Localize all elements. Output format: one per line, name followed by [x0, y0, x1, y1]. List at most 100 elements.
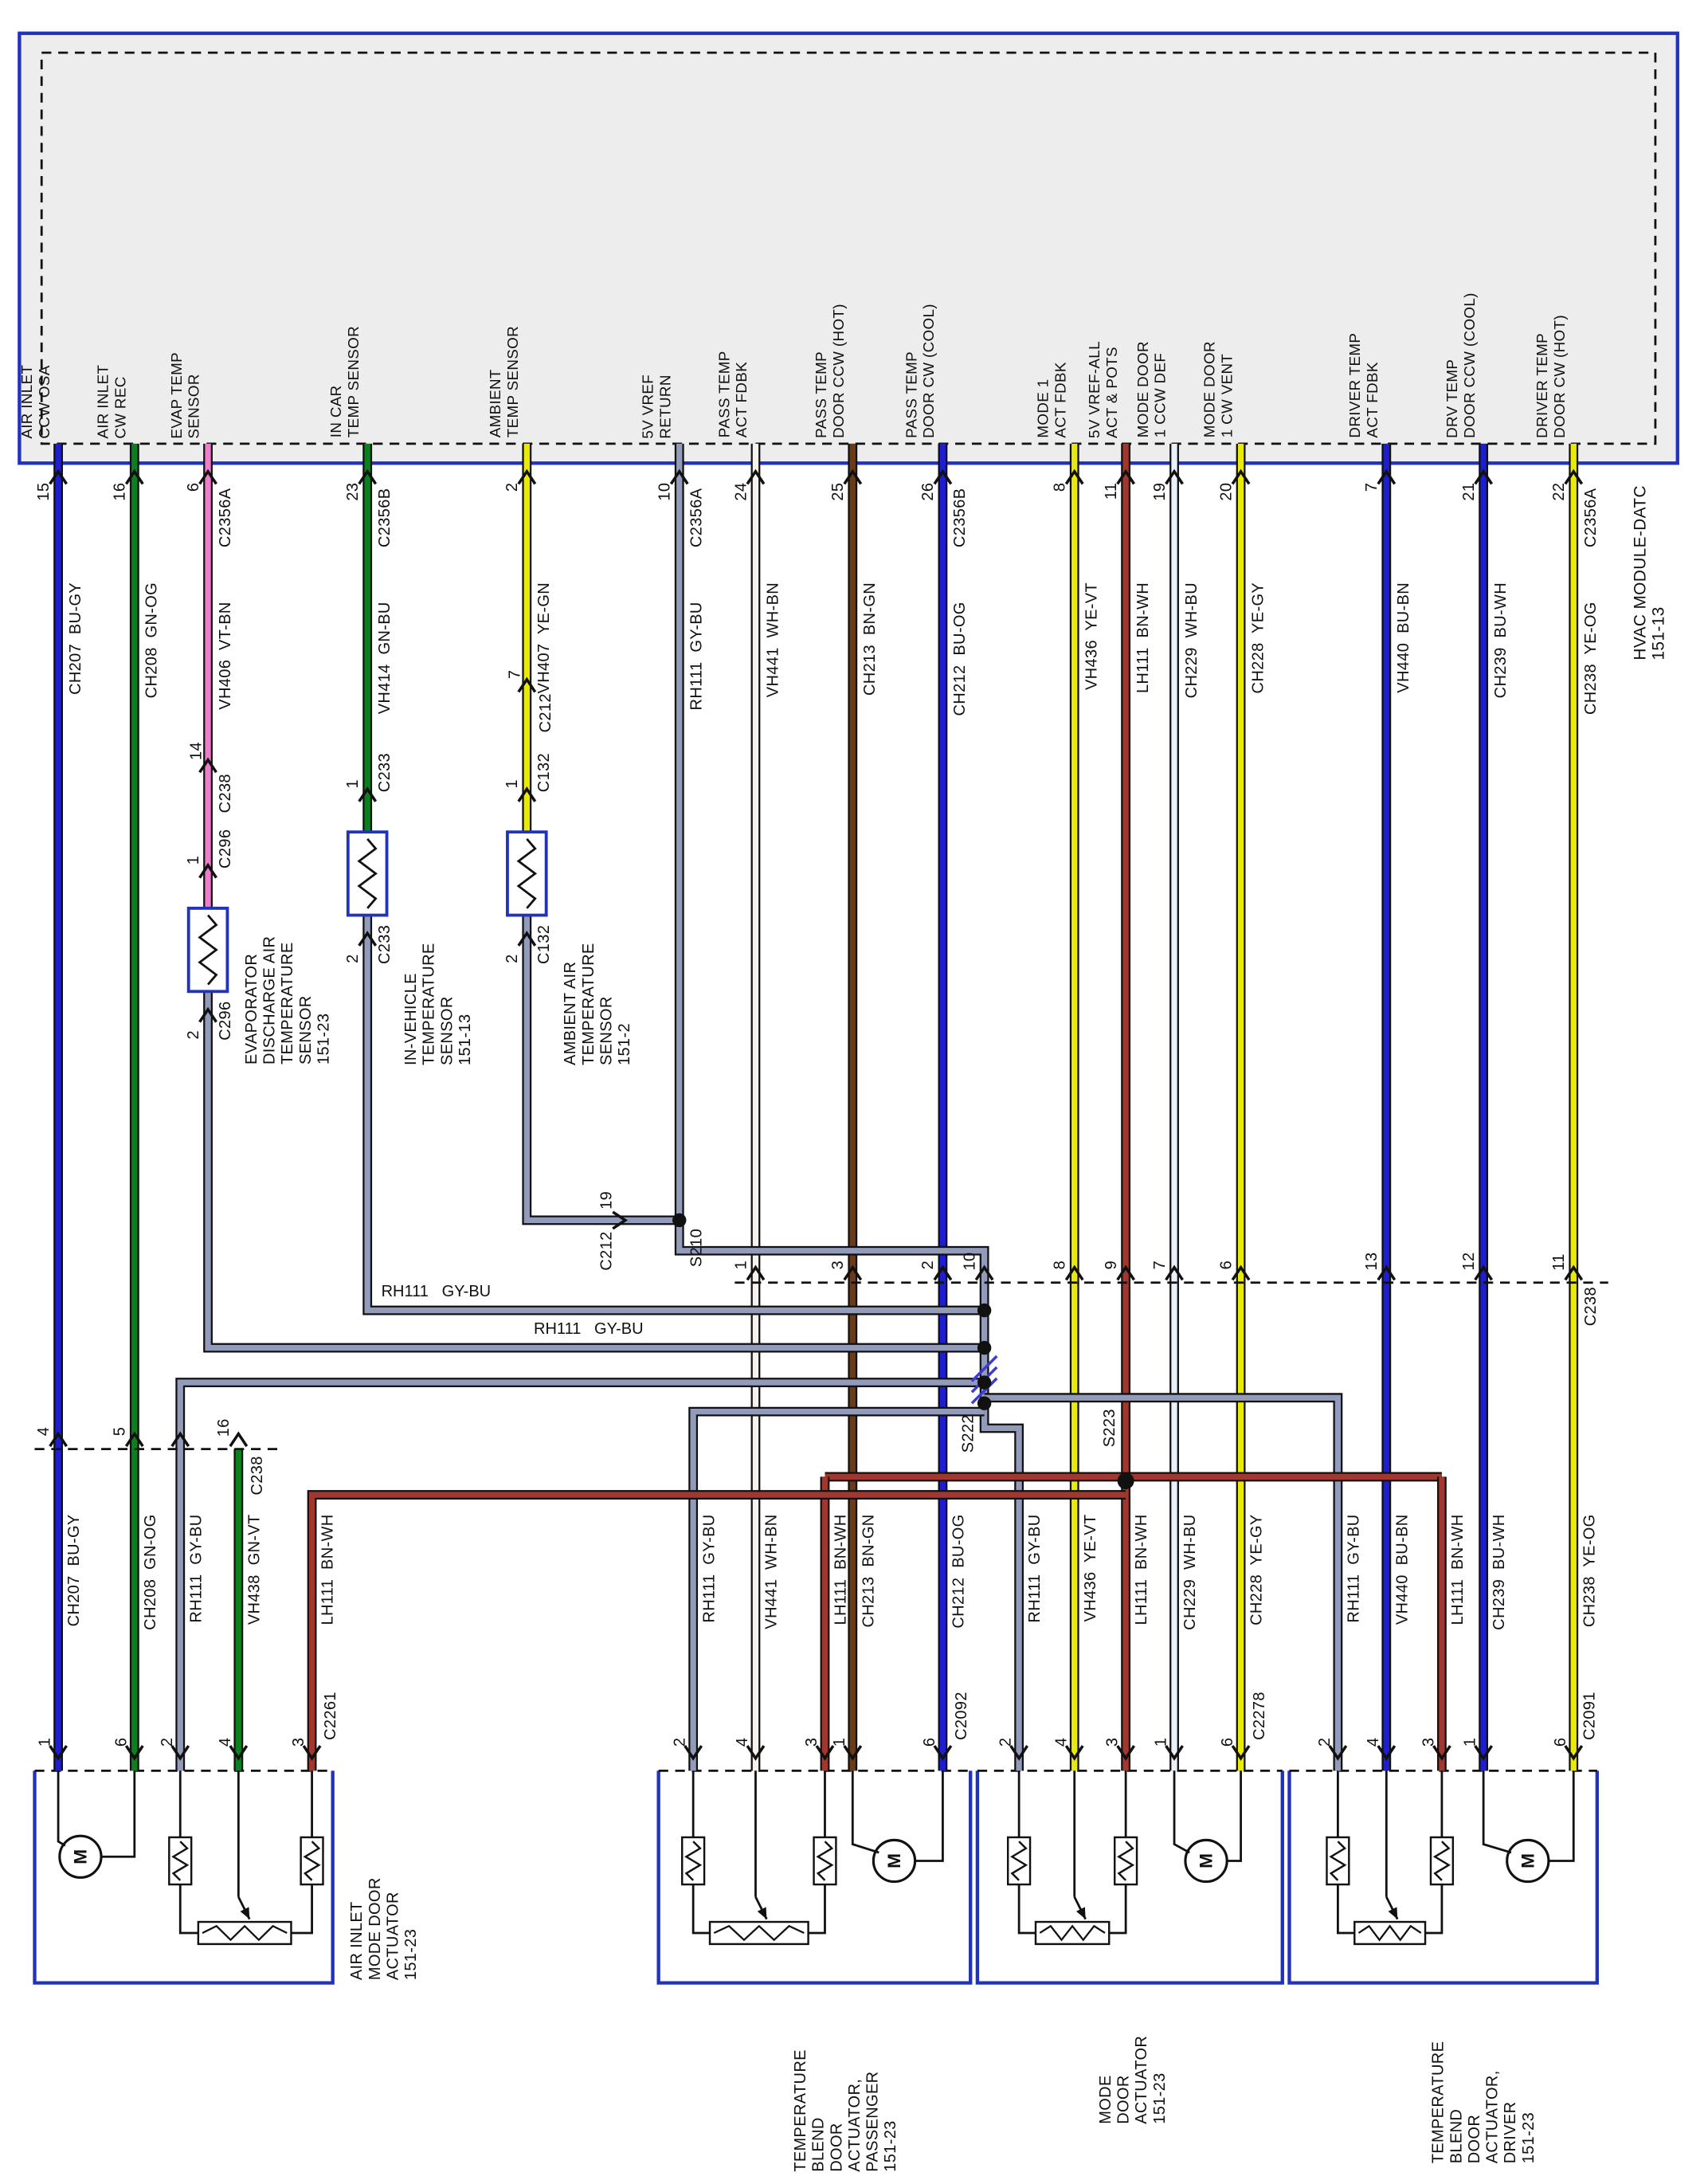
resistor-lead	[691, 1884, 711, 1935]
connector-chevron-icon	[1165, 1264, 1184, 1281]
connector-chevron-icon	[517, 786, 537, 802]
connector-chevron-icon	[358, 931, 378, 947]
potentiometer-zigzag	[713, 1924, 805, 1942]
splice-dot	[1117, 1472, 1134, 1490]
wire-rh111-branch-passenger	[690, 1408, 985, 1771]
connector-chevron-icon	[124, 1431, 144, 1448]
connector-chevron-icon	[302, 1745, 322, 1761]
motor-label: M	[1197, 1853, 1216, 1868]
wire-rh111-branch-driver	[984, 1394, 1342, 1771]
twisted-wire-hatch	[970, 1377, 998, 1405]
connector-chevron-icon	[229, 1745, 249, 1761]
splice-dot	[977, 1340, 992, 1355]
connector-chevron-icon	[198, 757, 217, 774]
connector-chevron-icon	[124, 1745, 144, 1761]
connector-chevron-icon	[1377, 1745, 1397, 1761]
connector-chevron-icon	[1064, 1745, 1084, 1761]
connector-chevron-icon	[358, 469, 378, 485]
connector-chevron-icon	[198, 469, 217, 485]
motor-lead	[1227, 1770, 1242, 1862]
wire-rh111-branch-airinlet	[177, 1379, 985, 1771]
connector-chevron-icon	[815, 1745, 835, 1761]
motor-lead	[1548, 1770, 1575, 1862]
wire-outline-rh111-ambient-return	[522, 915, 680, 1225]
connector-chevron-icon	[1564, 1264, 1584, 1281]
resistor-zigzag	[1117, 1841, 1135, 1881]
connector-chevron-icon	[517, 931, 537, 947]
connector-chevron-icon	[684, 1745, 703, 1761]
connector-chevron-icon	[933, 469, 953, 485]
thermistor-zigzag	[516, 837, 538, 909]
connector-chevron-icon	[669, 469, 689, 485]
connector-chevron-icon	[1231, 1745, 1251, 1761]
potentiometer-zigzag	[1039, 1924, 1106, 1942]
resistor-lead	[1425, 1884, 1444, 1935]
resistor-zigzag	[171, 1841, 190, 1881]
twisted-wire-hatch	[970, 1355, 998, 1382]
connector-chevron-icon	[843, 1264, 863, 1281]
connector-chevron-icon	[1064, 469, 1084, 485]
wire-rh111-main-lower	[676, 1220, 1022, 1771]
connector-chevron-icon	[1165, 1745, 1184, 1761]
wiper-arrowhead	[1388, 1907, 1398, 1919]
potentiometer-zigzag	[1357, 1924, 1422, 1942]
connector-chevron-icon	[358, 786, 378, 802]
wire-rh111-ambient-return	[523, 915, 680, 1224]
resistor-zigzag	[1432, 1841, 1451, 1881]
connector-chevron-icon	[974, 1264, 994, 1281]
connector-chevron-icon	[1165, 469, 1184, 485]
connector-chevron-icon	[1474, 1264, 1494, 1281]
connector-chevron-icon	[843, 1745, 863, 1761]
connector-chevron-icon	[612, 1210, 629, 1230]
splice-dot	[672, 1213, 687, 1228]
connector-chevron-icon	[1328, 1745, 1348, 1761]
wiper-arrowhead	[240, 1907, 250, 1919]
connector-chevron-icon	[746, 1264, 766, 1281]
motor-label: M	[1518, 1853, 1538, 1868]
connector-chevron-icon	[49, 469, 68, 485]
resistor-zigzag	[1329, 1841, 1347, 1881]
evaporator-discharge-air-temperature-sensor-box	[186, 906, 229, 994]
thermistor-zigzag	[357, 837, 378, 909]
connector-chevron-icon	[1064, 1264, 1084, 1281]
splice-dot	[977, 1396, 992, 1410]
motor-label: M	[70, 1849, 90, 1864]
connector-chevron-icon	[746, 469, 766, 485]
connector-chevron-icon	[1116, 1264, 1136, 1281]
wire-outline-rh111-branch-driver	[984, 1393, 1343, 1771]
connector-chevron-icon	[1564, 469, 1584, 485]
wire-rh111-incar-return	[364, 915, 985, 1314]
resistor-zigzag	[816, 1841, 834, 1881]
connector-chevron-icon	[1432, 1745, 1451, 1761]
wiper-arrowhead	[757, 1907, 767, 1919]
connector-chevron-icon	[843, 469, 863, 485]
resistor-lead	[1017, 1884, 1036, 1935]
thermistor-zigzag	[198, 914, 218, 986]
motor-label: M	[884, 1853, 904, 1868]
resistor-zigzag	[1010, 1841, 1028, 1881]
potentiometer-zigzag	[202, 1924, 288, 1942]
connector-chevron-icon	[517, 469, 537, 485]
hvac-module-box	[18, 31, 1679, 465]
connector-chevron-icon	[933, 1264, 953, 1281]
wire-rh111-evap-return	[205, 991, 985, 1351]
connector-chevron-icon	[1231, 1264, 1251, 1281]
resistor-zigzag	[684, 1841, 703, 1881]
connector-chevron-icon	[49, 1431, 68, 1448]
wire-outline-lh111-branch-airinlet	[307, 1490, 1126, 1771]
connector-chevron-icon	[124, 469, 144, 485]
connector-chevron-icon	[198, 862, 217, 879]
resistor-lead	[178, 1884, 198, 1935]
connector-chevron-icon	[1231, 469, 1251, 485]
motor-lead	[57, 1770, 66, 1847]
connector-chevron-icon	[1009, 1745, 1029, 1761]
connector-chevron-icon	[1116, 469, 1136, 485]
resistor-lead	[808, 1884, 826, 1935]
wire-outline-rh111-evap-return	[203, 991, 985, 1353]
connector-chevron-icon	[229, 1431, 249, 1448]
connector-chevron-icon	[1377, 469, 1397, 485]
resistor-zigzag	[303, 1841, 321, 1881]
connector-chevron-icon	[49, 1745, 68, 1761]
